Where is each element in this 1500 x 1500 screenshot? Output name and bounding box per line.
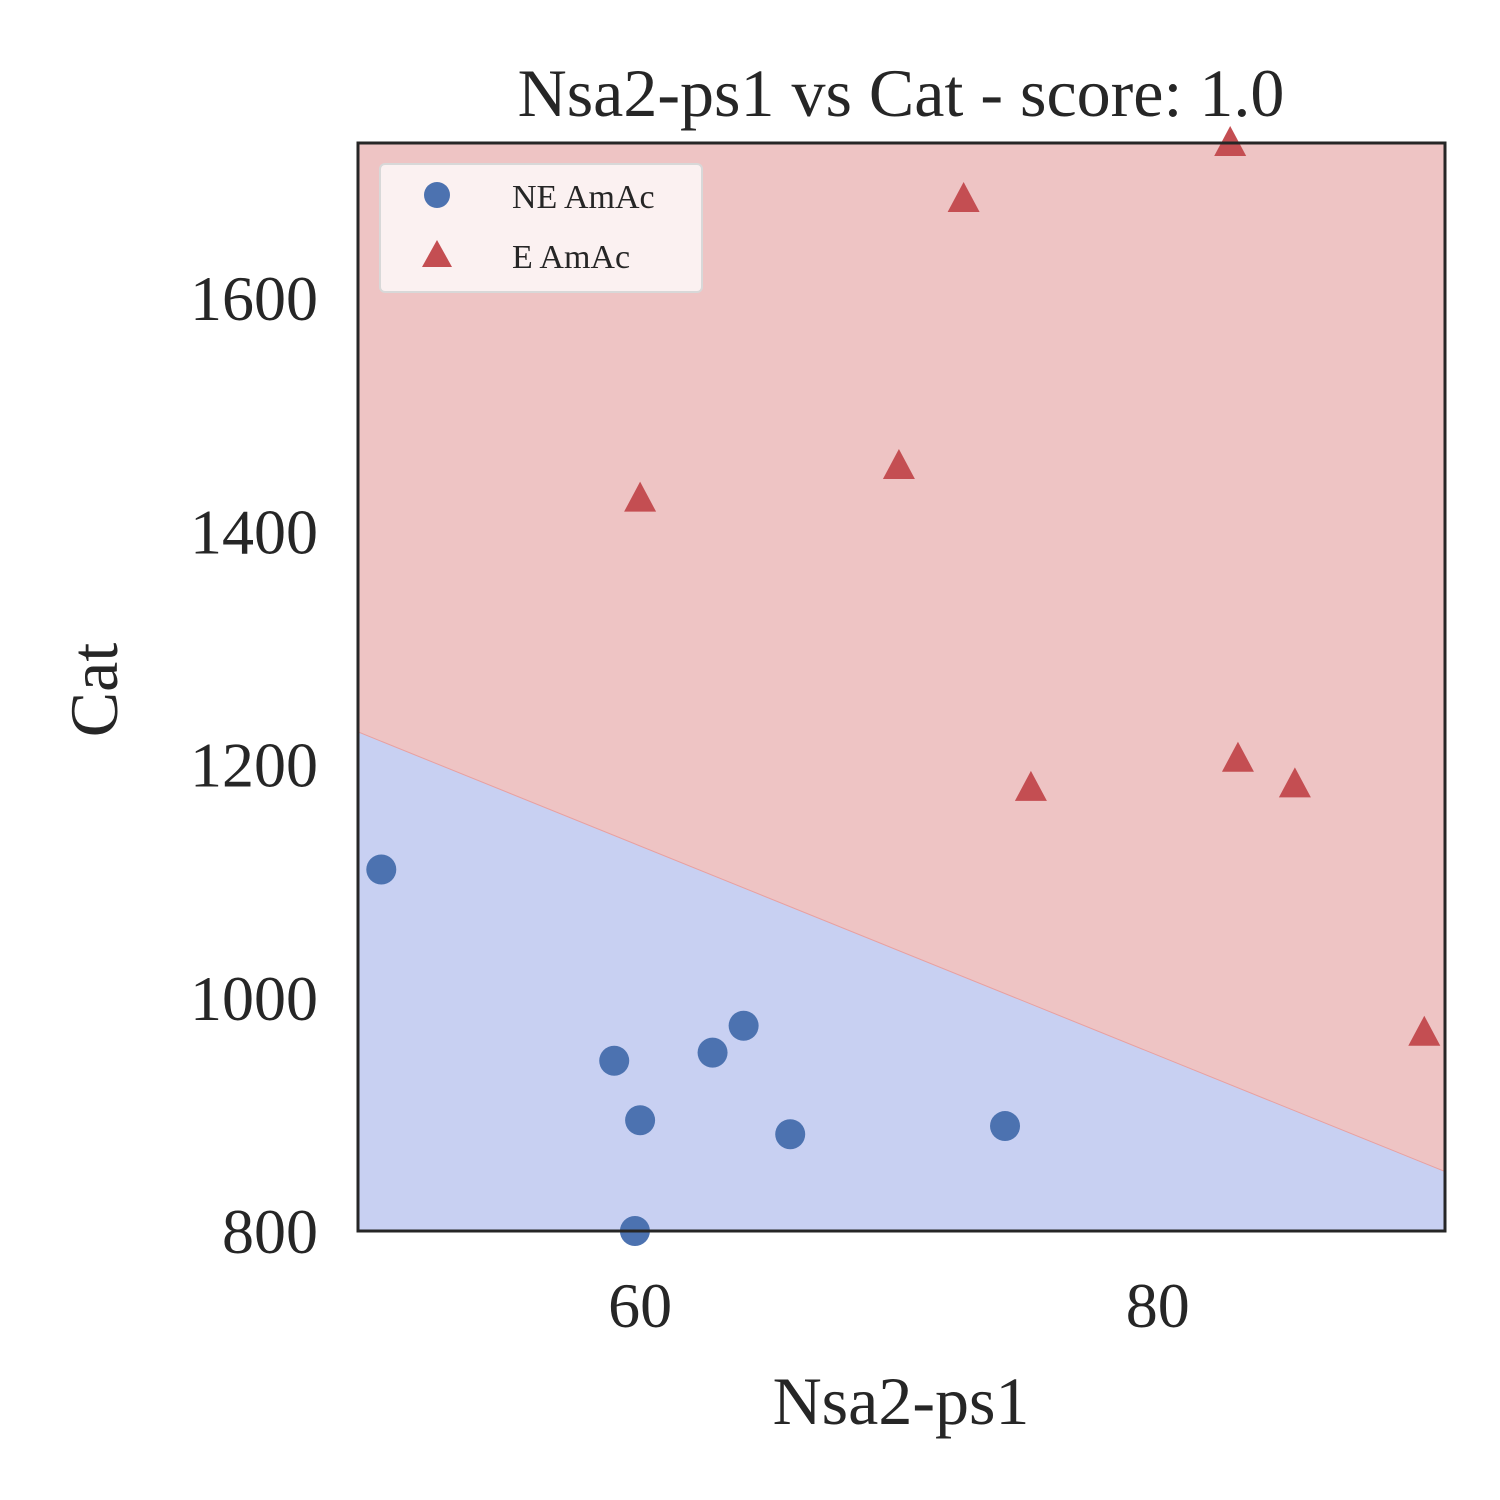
x-axis-label: Nsa2-ps1 — [773, 1363, 1030, 1439]
decision-boundary-line — [358, 731, 1445, 1172]
legend-label-e-amac: E AmAc — [512, 239, 630, 276]
x-tick-labels: 60 80 — [608, 1270, 1190, 1341]
chart-title: Nsa2-ps1 vs Cat - score: 1.0 — [518, 55, 1285, 131]
legend-marker-ne-amac — [424, 182, 450, 208]
point-ne-amac-1 — [366, 854, 397, 885]
point-e-amac-5 — [1214, 126, 1247, 156]
legend-marker-e-amac — [422, 240, 452, 267]
decision-regions — [358, 143, 1445, 1231]
data-points — [366, 126, 1441, 1246]
point-ne-amac-5 — [697, 1037, 728, 1068]
point-e-amac-8 — [1408, 1015, 1441, 1046]
point-ne-amac-7 — [775, 1119, 806, 1150]
legend: NE AmAc E AmAc — [379, 163, 703, 293]
point-e-amac-6 — [1221, 741, 1254, 772]
x-tick-label-60: 60 — [608, 1270, 672, 1341]
y-axis-label: Cat — [56, 643, 132, 738]
point-ne-amac-3 — [625, 1105, 656, 1136]
point-ne-amac-6 — [728, 1010, 759, 1041]
point-e-amac-2 — [882, 449, 915, 480]
region-ne-amac — [358, 731, 1445, 1231]
x-tick-label-80: 80 — [1126, 1270, 1190, 1341]
point-e-amac-3 — [947, 181, 980, 212]
point-e-amac-1 — [624, 481, 657, 512]
point-e-amac-7 — [1278, 767, 1311, 798]
y-tick-label-1000: 1000 — [190, 963, 318, 1034]
y-tick-label-800: 800 — [222, 1196, 318, 1267]
y-tick-label-1200: 1200 — [190, 730, 318, 801]
y-tick-label-1600: 1600 — [190, 263, 318, 334]
y-tick-label-1400: 1400 — [190, 496, 318, 567]
point-ne-amac-2 — [599, 1045, 630, 1076]
point-e-amac-4 — [1014, 770, 1047, 801]
region-e-amac — [358, 143, 1445, 1172]
y-tick-labels: 800 1000 1200 1400 1600 — [190, 263, 318, 1267]
legend-label-ne-amac: NE AmAc — [512, 179, 655, 216]
point-ne-amac-8 — [990, 1111, 1021, 1142]
plot-frame — [356, 141, 1447, 1233]
legend-box — [379, 163, 703, 293]
